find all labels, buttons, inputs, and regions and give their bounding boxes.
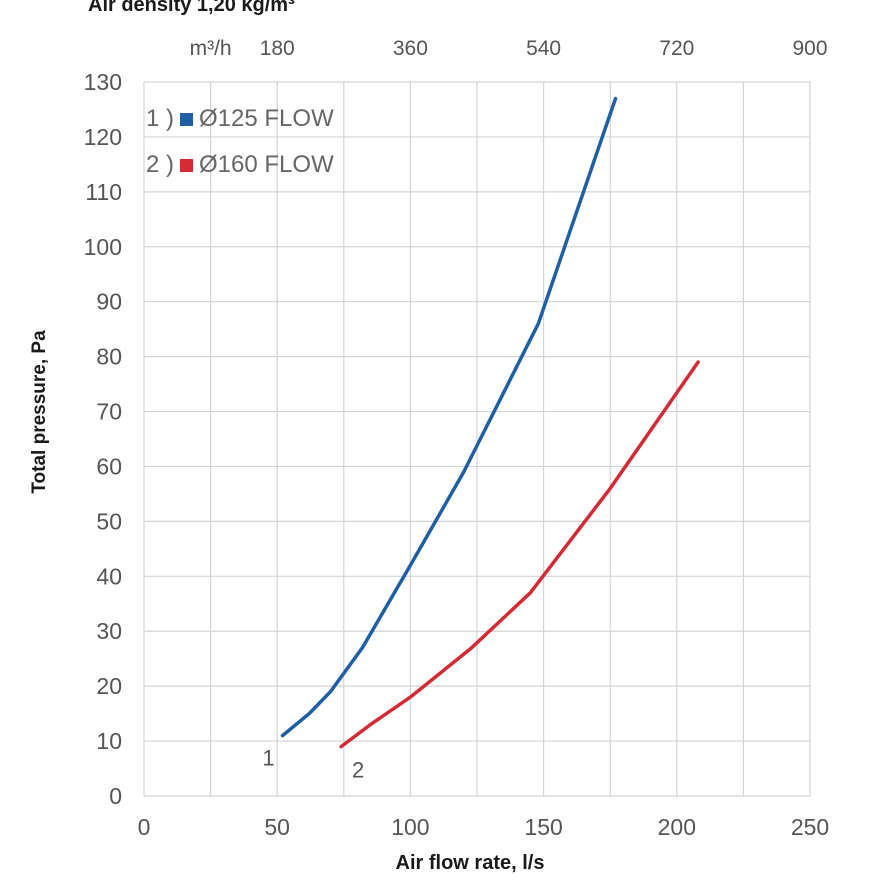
x-tick-label: 100 — [391, 814, 429, 840]
legend-swatch — [180, 112, 194, 126]
y-tick-label: 70 — [96, 399, 122, 425]
y-tick-label: 130 — [84, 69, 122, 95]
series-line-2 — [339, 360, 700, 749]
y-tick-label: 50 — [96, 508, 122, 534]
y-tick-label: 100 — [84, 234, 122, 260]
curve-label-1: 1 — [262, 746, 274, 771]
y-tick-label: 20 — [96, 673, 122, 699]
legend-number: 1 ) — [146, 105, 175, 132]
top-axis-tick-label: 720 — [659, 37, 694, 60]
y-tick-label: 80 — [96, 344, 122, 370]
top-axis-tick-label: 900 — [792, 37, 827, 60]
top-axis-tick-label: 540 — [526, 37, 561, 60]
curve-label-2: 2 — [352, 758, 364, 783]
y-tick-label: 120 — [84, 124, 122, 150]
y-tick-label: 30 — [96, 618, 122, 644]
legend-label: Ø160 FLOW — [199, 151, 334, 178]
x-tick-label: 50 — [264, 814, 290, 840]
legend-swatch — [180, 158, 194, 172]
series-line-1 — [280, 96, 618, 738]
x-tick-labels: 0 50 100 150 200 250 — [138, 814, 830, 840]
y-tick-label: 40 — [96, 563, 122, 589]
x-tick-label: 200 — [658, 814, 696, 840]
legend-number: 2 ) — [146, 151, 175, 178]
y-axis-title: Total pressure, Pa — [29, 330, 50, 494]
legend-label: Ø125 FLOW — [199, 105, 334, 132]
x-tick-label: 250 — [791, 814, 829, 840]
x-tick-label: 150 — [524, 814, 562, 840]
y-tick-label: 60 — [96, 453, 122, 479]
x-tick-label: 0 — [138, 814, 151, 840]
y-tick-labels: 0 10 20 30 40 50 60 70 80 90 100 110 120 130 — [84, 69, 122, 809]
legend: 1 ) Ø125 FLOW 2 ) Ø160 FLOW — [146, 96, 334, 188]
top-axis-title: Air density 1,20 kg/m³ — [88, 0, 295, 16]
y-tick-label: 110 — [85, 179, 122, 205]
top-axis-unit: m³/h — [190, 37, 232, 60]
y-tick-label: 90 — [96, 289, 122, 315]
top-axis-tick-label: 180 — [260, 37, 295, 60]
legend-item-1: 1 ) Ø125 FLOW — [146, 96, 334, 142]
grid-lines — [143, 81, 811, 797]
y-tick-label: 0 — [109, 783, 122, 809]
x-axis-title: Air flow rate, l/s — [395, 852, 545, 874]
legend-item-2: 2 ) Ø160 FLOW — [146, 142, 334, 188]
y-tick-label: 10 — [96, 728, 122, 754]
top-axis-tick-labels: m³/h 180 360 540 720 900 — [190, 37, 828, 60]
series-lines — [280, 96, 700, 749]
top-axis-tick-label: 360 — [393, 37, 428, 60]
